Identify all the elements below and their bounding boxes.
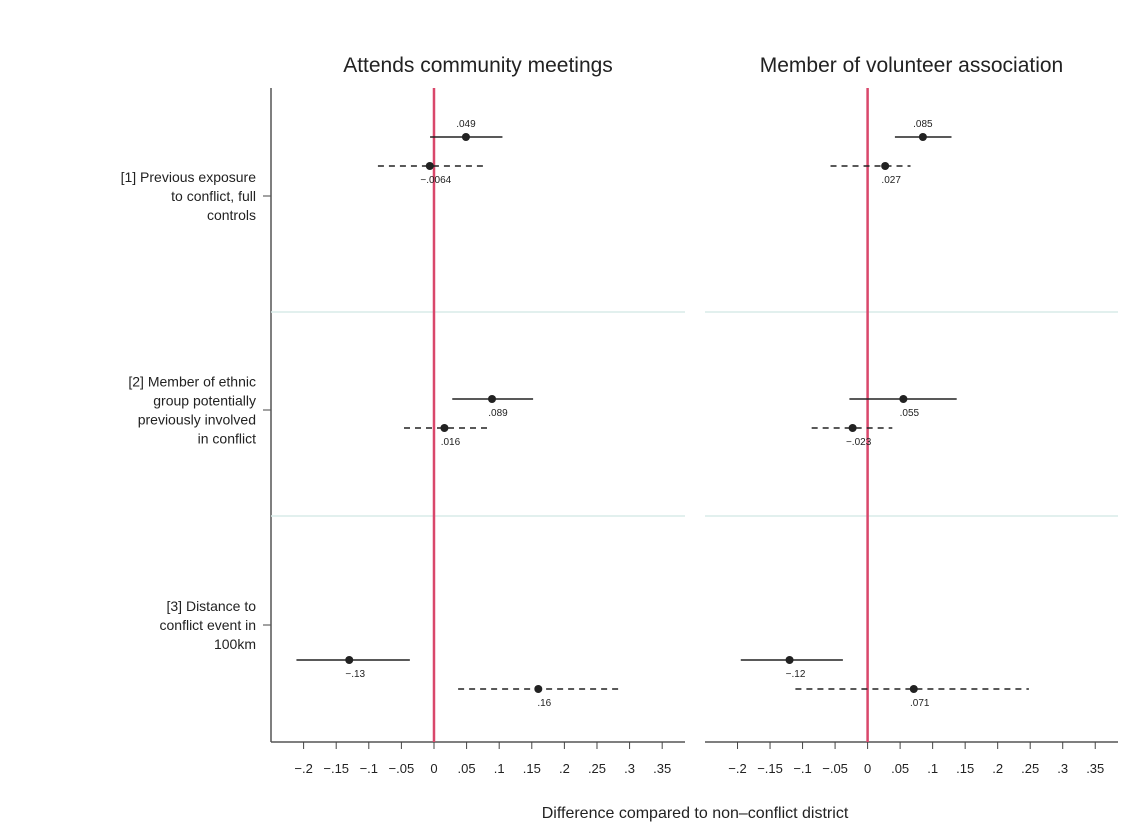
value-label: −.023	[846, 437, 872, 448]
x-tick-label: .3	[1057, 761, 1068, 776]
panel-title: Attends community meetings	[343, 54, 613, 77]
point-estimate	[785, 656, 794, 664]
x-tick-label: 0	[864, 761, 871, 776]
x-tick-label: .2	[559, 761, 570, 776]
row-label: [1] Previous exposure to conflict, full co…	[121, 169, 257, 223]
x-tick-label: .05	[891, 761, 909, 776]
row-label-line: [3] Distance to	[167, 598, 257, 614]
row-label-line: to conflict, full	[171, 188, 256, 204]
value-label: .085	[913, 119, 933, 130]
x-tick-label: .35	[653, 761, 671, 776]
x-tick-label: .25	[588, 761, 606, 776]
row-label: [2] Member of ethnic group potentially pre…	[128, 374, 256, 447]
x-tick-label: .15	[523, 761, 541, 776]
x-tick-label: .2	[992, 761, 1003, 776]
row-label-line: in conflict	[198, 431, 256, 447]
x-tick-label: .35	[1086, 761, 1104, 776]
x-tick-label: −.05	[389, 761, 415, 776]
x-tick-label: −.2	[294, 761, 312, 776]
value-label: −.12	[786, 669, 806, 680]
point-estimate	[440, 424, 449, 432]
value-label: .016	[441, 437, 461, 448]
x-tick-label: .3	[624, 761, 635, 776]
value-label: .055	[900, 408, 920, 419]
point-estimate	[461, 133, 470, 141]
x-tick-label: −.15	[323, 761, 349, 776]
x-tick-label: −.1	[793, 761, 811, 776]
value-label: .027	[881, 175, 901, 186]
x-axis-label: Difference compared to non–conflict dist…	[542, 805, 849, 822]
value-label: .049	[456, 119, 476, 130]
row-label-line: conflict event in	[160, 617, 257, 633]
x-tick-label: .25	[1021, 761, 1039, 776]
row-label-line: 100km	[214, 636, 256, 652]
x-tick-label: −.1	[360, 761, 378, 776]
point-estimate	[534, 685, 543, 693]
x-tick-label: −.2	[728, 761, 746, 776]
value-label: .16	[537, 698, 551, 709]
row-label-line: [1] Previous exposure	[121, 169, 257, 185]
row-label: [3] Distance to conflict event in 100km	[160, 598, 257, 652]
row-label-line: controls	[207, 207, 256, 223]
point-estimate	[881, 162, 890, 170]
point-estimate	[425, 162, 434, 170]
point-estimate	[899, 395, 908, 403]
x-tick-label: −.15	[757, 761, 783, 776]
x-tick-label: .1	[927, 761, 938, 776]
value-label: −.0064	[420, 175, 451, 186]
row-label-line: [2] Member of ethnic	[128, 374, 256, 390]
point-estimate	[488, 395, 497, 403]
row-label-line: previously involved	[138, 412, 256, 428]
panel-title: Member of volunteer association	[760, 54, 1064, 77]
x-tick-label: −.05	[822, 761, 848, 776]
value-label: .071	[910, 698, 930, 709]
row-label-line: group potentially	[153, 393, 256, 409]
value-label: .089	[488, 408, 508, 419]
x-tick-label: 0	[430, 761, 437, 776]
x-tick-label: .1	[494, 761, 505, 776]
point-estimate	[848, 424, 857, 432]
value-label: −.13	[345, 669, 365, 680]
point-estimate	[909, 685, 918, 693]
x-tick-label: .05	[458, 761, 476, 776]
point-estimate	[918, 133, 927, 141]
x-tick-label: .15	[956, 761, 974, 776]
point-estimate	[345, 656, 354, 664]
